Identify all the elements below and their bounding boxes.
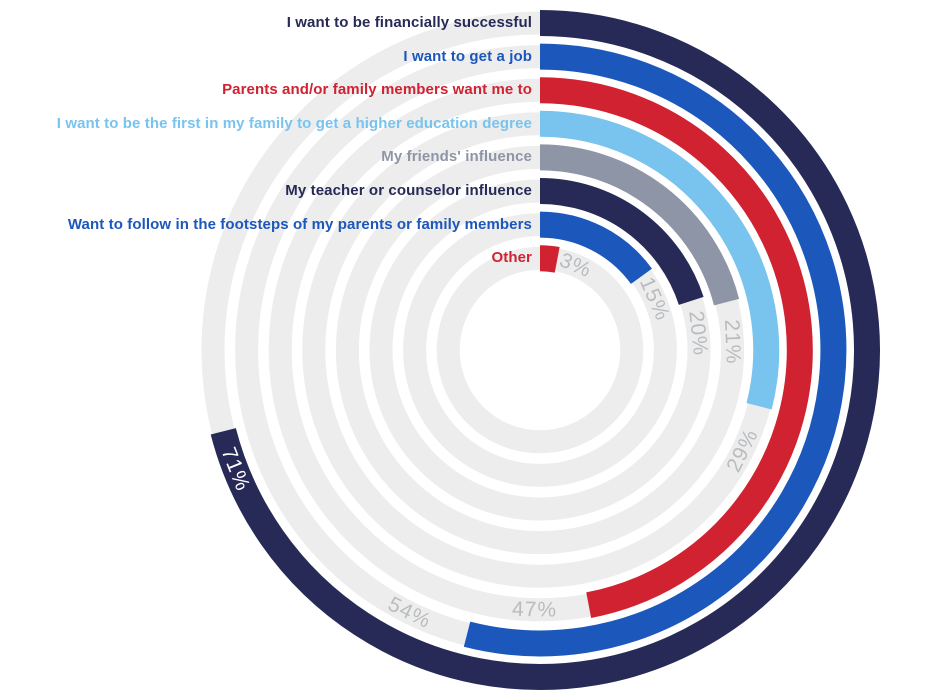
ring-arc-7 [539,245,560,273]
ring-arc-5 [539,178,704,306]
value-label-2: 47% [512,598,558,622]
ring-arc-2 [539,77,813,618]
value-label-4: 21% [720,319,745,365]
ring-arc-4 [539,144,740,306]
ring-arc-0 [210,10,880,690]
ring-arc-6 [539,211,652,285]
ring-arc-3 [539,110,780,410]
value-label-5: 20% [684,310,712,357]
value-label-6: 15% [635,274,674,324]
ring-arc-1 [463,43,847,657]
ring-track-7 [436,246,644,454]
